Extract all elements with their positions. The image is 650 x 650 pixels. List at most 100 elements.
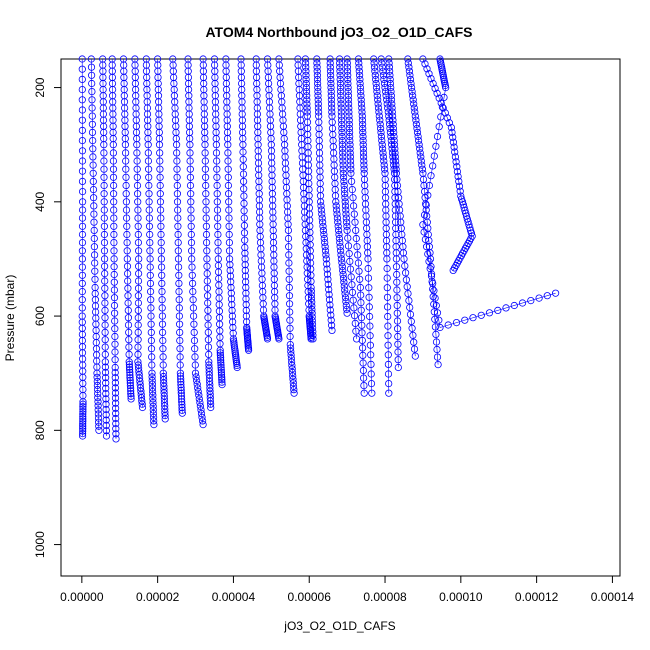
data-point [285, 267, 293, 275]
data-point [133, 141, 141, 149]
data-point [102, 389, 110, 398]
data-point [290, 389, 298, 397]
data-point [177, 389, 185, 397]
data-point [433, 309, 442, 317]
data-point [354, 251, 362, 259]
data-point [156, 157, 164, 165]
data-point [337, 255, 345, 263]
data-point [102, 427, 111, 435]
data-point [89, 153, 97, 161]
data-point [359, 124, 367, 132]
data-point [156, 190, 164, 198]
data-point [225, 198, 233, 206]
data-point [390, 132, 398, 141]
data-point [178, 406, 186, 414]
data-point [178, 409, 186, 417]
y-tick-label: 800 [33, 420, 47, 440]
data-point [177, 380, 185, 389]
data-point [111, 368, 119, 377]
data-point [187, 190, 195, 198]
data-point [135, 269, 143, 278]
data-point [327, 84, 335, 92]
data-point [111, 340, 119, 348]
data-point [342, 218, 351, 226]
data-point [101, 343, 109, 351]
data-point [187, 239, 196, 247]
data-point [394, 348, 402, 356]
data-point [218, 373, 226, 381]
data-point [335, 230, 343, 239]
data-point [149, 387, 157, 396]
data-point [78, 279, 86, 287]
data-point [393, 286, 401, 294]
data-point [303, 108, 311, 116]
data-point [186, 149, 194, 157]
data-point [148, 384, 157, 392]
data-point [126, 366, 134, 374]
data-point [159, 353, 167, 361]
data-point [240, 221, 248, 230]
data-point [149, 406, 157, 414]
data-point [341, 294, 350, 302]
data-point [321, 247, 330, 255]
profile-line [278, 58, 295, 394]
data-point [122, 165, 130, 173]
data-point [308, 324, 317, 332]
profile-line [187, 58, 204, 425]
data-point [176, 336, 184, 345]
data-point [320, 230, 328, 239]
data-point [314, 92, 322, 100]
data-point [202, 222, 210, 230]
data-point [89, 169, 97, 177]
data-point [175, 296, 183, 304]
data-point [112, 399, 120, 407]
data-point [435, 123, 443, 131]
data-point [213, 198, 221, 206]
data-point [122, 206, 131, 214]
x-axis: 0.00000 0.00002 0.00004 0.00006 0.00008 0.000… [60, 575, 634, 604]
data-point [225, 239, 233, 247]
data-point [371, 71, 379, 79]
data-point [217, 356, 225, 364]
data-point [323, 270, 332, 278]
data-point [345, 108, 353, 116]
data-point [355, 67, 363, 75]
data-point [187, 206, 195, 214]
data-point [359, 153, 368, 161]
data-point [327, 311, 335, 319]
data-point [239, 163, 247, 171]
data-point [101, 368, 110, 376]
data-point [393, 278, 401, 286]
data-point [320, 234, 328, 243]
data-point [127, 384, 135, 392]
data-point [345, 116, 353, 124]
data-point [133, 181, 142, 190]
data-point [100, 230, 109, 239]
data-point [378, 141, 386, 149]
data-point [336, 239, 344, 247]
data-point [178, 395, 186, 403]
data-point [351, 319, 359, 327]
data-point [240, 207, 248, 215]
data-point [449, 133, 457, 141]
data-point [385, 112, 393, 120]
data-point [346, 157, 355, 165]
data-point [110, 230, 118, 239]
data-point [419, 55, 427, 63]
data-point [100, 222, 109, 230]
data-point [239, 148, 247, 156]
data-point [453, 163, 461, 171]
data-point [309, 327, 317, 336]
data-point [122, 157, 130, 165]
data-point [111, 363, 119, 372]
data-point [406, 303, 414, 312]
data-point [78, 147, 87, 155]
data-point [358, 108, 366, 116]
y-tick-label: 1000 [33, 531, 47, 558]
data-point [242, 283, 250, 292]
data-point [102, 395, 110, 403]
data-point [429, 285, 437, 293]
data-point [201, 165, 209, 173]
data-point [359, 137, 367, 145]
data-point [112, 409, 120, 417]
